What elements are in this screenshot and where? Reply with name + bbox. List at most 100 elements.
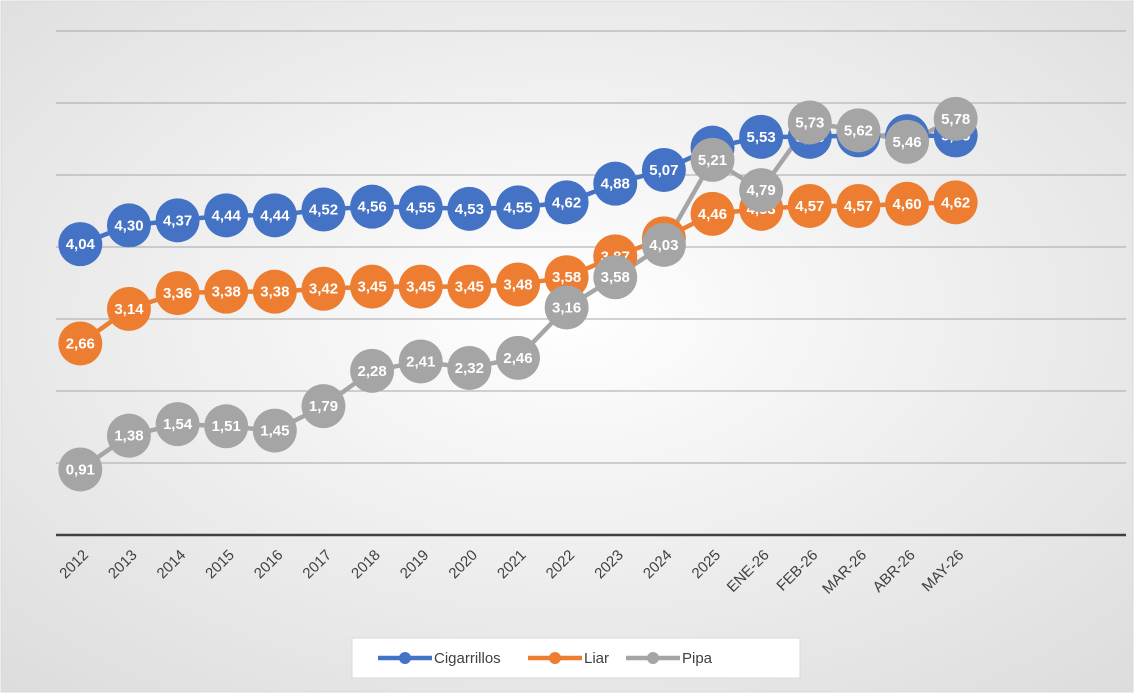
marker [885, 181, 930, 226]
marker [641, 147, 686, 192]
value-label: 3,42 [309, 281, 338, 298]
value-label: 3,58 [552, 269, 581, 286]
marker [544, 255, 589, 300]
value-label: 3,48 [503, 276, 532, 293]
value-label: 4,60 [892, 196, 921, 213]
value-label: 3,14 [114, 301, 144, 318]
marker [58, 447, 103, 492]
value-label: 2,28 [358, 363, 387, 380]
marker [106, 203, 151, 248]
marker [155, 271, 200, 316]
marker [301, 187, 346, 232]
value-label: 1,51 [212, 418, 241, 435]
marker [155, 198, 200, 243]
value-label: 4,44 [212, 207, 242, 224]
marker [739, 114, 784, 159]
marker [252, 193, 297, 238]
value-label: 4,79 [747, 182, 776, 199]
value-label: 4,55 [503, 199, 532, 216]
value-label: 4,30 [114, 217, 143, 234]
marker [836, 183, 881, 228]
legend-label: Pipa [682, 650, 713, 667]
marker [447, 345, 492, 390]
marker [204, 404, 249, 449]
marker [350, 348, 395, 393]
marker [398, 264, 443, 309]
value-label: 3,58 [601, 269, 630, 286]
marker [593, 161, 638, 206]
marker [739, 168, 784, 213]
value-label: 2,46 [503, 350, 532, 367]
value-label: 4,62 [552, 194, 581, 211]
marker [204, 193, 249, 238]
value-label: 1,38 [114, 428, 143, 445]
legend-marker [647, 652, 659, 664]
value-label: 3,16 [552, 299, 581, 316]
value-label: 4,44 [260, 207, 290, 224]
marker [690, 191, 735, 236]
value-label: 4,55 [406, 199, 435, 216]
value-label: 5,21 [698, 152, 727, 169]
marker [106, 413, 151, 458]
marker [204, 269, 249, 314]
marker [544, 180, 589, 225]
value-label: 4,57 [795, 198, 824, 215]
marker [496, 185, 540, 230]
value-label: 4,03 [649, 237, 678, 254]
marker [690, 137, 735, 182]
marker [155, 402, 200, 447]
legend-label: Cigarrillos [434, 650, 501, 667]
marker [252, 269, 297, 314]
marker [885, 119, 930, 164]
marks: 4,04 4,30 4,37 4,44 4,44 4,52 4,56 4,55 4,53 4,55… [58, 96, 978, 492]
value-label: 4,56 [358, 199, 387, 216]
marker [496, 262, 540, 307]
marker [641, 222, 686, 267]
value-label: 4,46 [698, 206, 727, 223]
marker [836, 108, 881, 153]
marker [496, 335, 540, 380]
value-label: 4,37 [163, 212, 192, 229]
value-label: 0,91 [66, 461, 95, 478]
value-label: 5,78 [941, 111, 970, 128]
value-label: 2,32 [455, 360, 484, 377]
value-label: 1,54 [163, 416, 193, 433]
marker [350, 264, 395, 309]
value-label: 3,38 [260, 284, 289, 301]
value-label: 4,88 [601, 176, 630, 193]
value-label: 1,79 [309, 398, 338, 415]
value-label: 3,45 [406, 279, 435, 296]
value-label: 3,45 [358, 279, 387, 296]
value-label: 5,53 [747, 129, 776, 146]
marker [787, 183, 832, 228]
value-label: 2,66 [66, 335, 95, 352]
legend-marker [399, 652, 411, 664]
value-label: 5,73 [795, 114, 824, 131]
marker [544, 285, 589, 330]
value-label: 4,04 [66, 236, 96, 253]
marker [398, 185, 443, 230]
marker [933, 96, 978, 141]
marker [933, 180, 978, 225]
marker [593, 255, 638, 300]
value-label: 4,57 [844, 198, 873, 215]
value-label: 1,45 [260, 423, 289, 440]
value-label: 5,62 [844, 122, 873, 139]
legend-marker [549, 652, 561, 664]
marker [58, 321, 103, 366]
marker [787, 100, 832, 145]
value-label: 4,53 [455, 201, 484, 218]
marker [106, 286, 151, 331]
value-label: 4,62 [941, 194, 970, 211]
legend: Cigarrillos Liar Pipa [378, 650, 713, 667]
marker [252, 408, 297, 453]
marker [301, 266, 346, 311]
value-label: 3,38 [212, 284, 241, 301]
value-label: 5,07 [649, 162, 678, 179]
marker [447, 264, 492, 309]
value-label: 3,36 [163, 285, 192, 302]
marker [58, 222, 103, 267]
value-label: 2,41 [406, 353, 435, 370]
marker [447, 186, 492, 231]
